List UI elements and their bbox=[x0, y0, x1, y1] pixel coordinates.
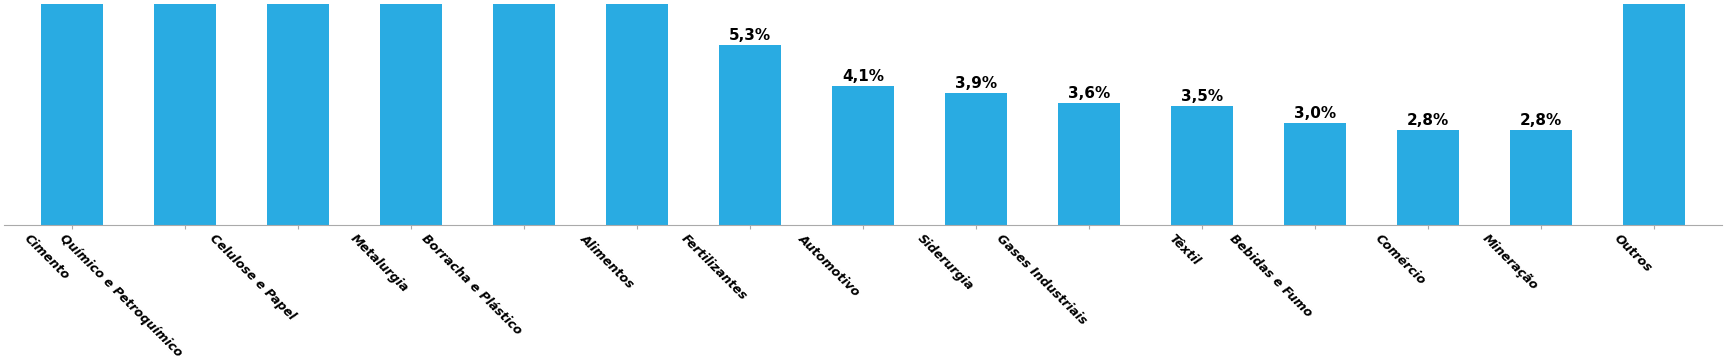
Text: 3,5%: 3,5% bbox=[1181, 90, 1224, 104]
Text: 3,0%: 3,0% bbox=[1294, 106, 1336, 122]
Bar bbox=[1284, 123, 1346, 225]
Bar bbox=[380, 0, 442, 225]
Text: 2,8%: 2,8% bbox=[1407, 113, 1450, 128]
Bar bbox=[494, 0, 556, 225]
Bar bbox=[1396, 130, 1458, 225]
Text: 3,6%: 3,6% bbox=[1068, 86, 1110, 101]
Bar bbox=[154, 0, 216, 225]
Bar bbox=[41, 0, 104, 225]
Bar bbox=[832, 86, 894, 225]
Bar bbox=[268, 0, 330, 225]
Bar bbox=[1170, 106, 1232, 225]
Text: 4,1%: 4,1% bbox=[842, 69, 884, 84]
Bar bbox=[1510, 130, 1572, 225]
Text: 5,3%: 5,3% bbox=[728, 28, 772, 43]
Text: 2,8%: 2,8% bbox=[1521, 113, 1562, 128]
Bar bbox=[944, 92, 1006, 225]
Bar bbox=[1622, 0, 1685, 225]
Text: 3,9%: 3,9% bbox=[954, 76, 998, 91]
Bar bbox=[1058, 103, 1120, 225]
Bar bbox=[720, 45, 782, 225]
Bar bbox=[606, 0, 668, 225]
